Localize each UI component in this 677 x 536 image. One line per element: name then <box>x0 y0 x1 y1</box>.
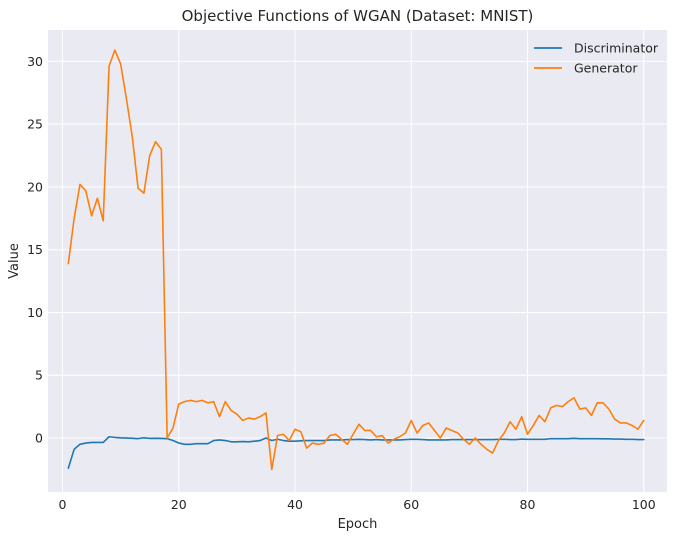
y-tick-label: 20 <box>27 179 43 194</box>
grid-lines <box>48 30 667 492</box>
plot-area <box>48 30 667 492</box>
x-axis-title: Epoch <box>338 517 378 532</box>
x-tick-label: 80 <box>520 497 536 512</box>
legend-label: Discriminator <box>574 41 659 56</box>
x-tick-label: 60 <box>403 497 419 512</box>
legend: Discriminator Generator <box>534 41 659 76</box>
chart-title: Objective Functions of WGAN (Dataset: MN… <box>182 7 534 25</box>
x-tick-label: 20 <box>171 497 187 512</box>
y-tick-label: 15 <box>27 242 43 257</box>
x-tick-label: 0 <box>59 497 67 512</box>
series-line-discriminator <box>67 435 645 469</box>
tick-labels: 0 20 40 60 80 100 0 5 10 15 20 25 30 <box>27 54 656 512</box>
series-lines <box>67 49 645 471</box>
x-tick-label: 100 <box>632 497 656 512</box>
y-tick-label: 10 <box>27 305 43 320</box>
y-tick-label: 30 <box>27 54 43 69</box>
legend-label: Generator <box>574 61 638 76</box>
series-line-generator <box>67 49 645 471</box>
x-tick-label: 40 <box>287 497 303 512</box>
y-axis-title: Value <box>7 243 22 279</box>
y-tick-label: 0 <box>35 431 43 446</box>
y-tick-label: 25 <box>27 117 43 132</box>
y-tick-label: 5 <box>35 368 43 383</box>
